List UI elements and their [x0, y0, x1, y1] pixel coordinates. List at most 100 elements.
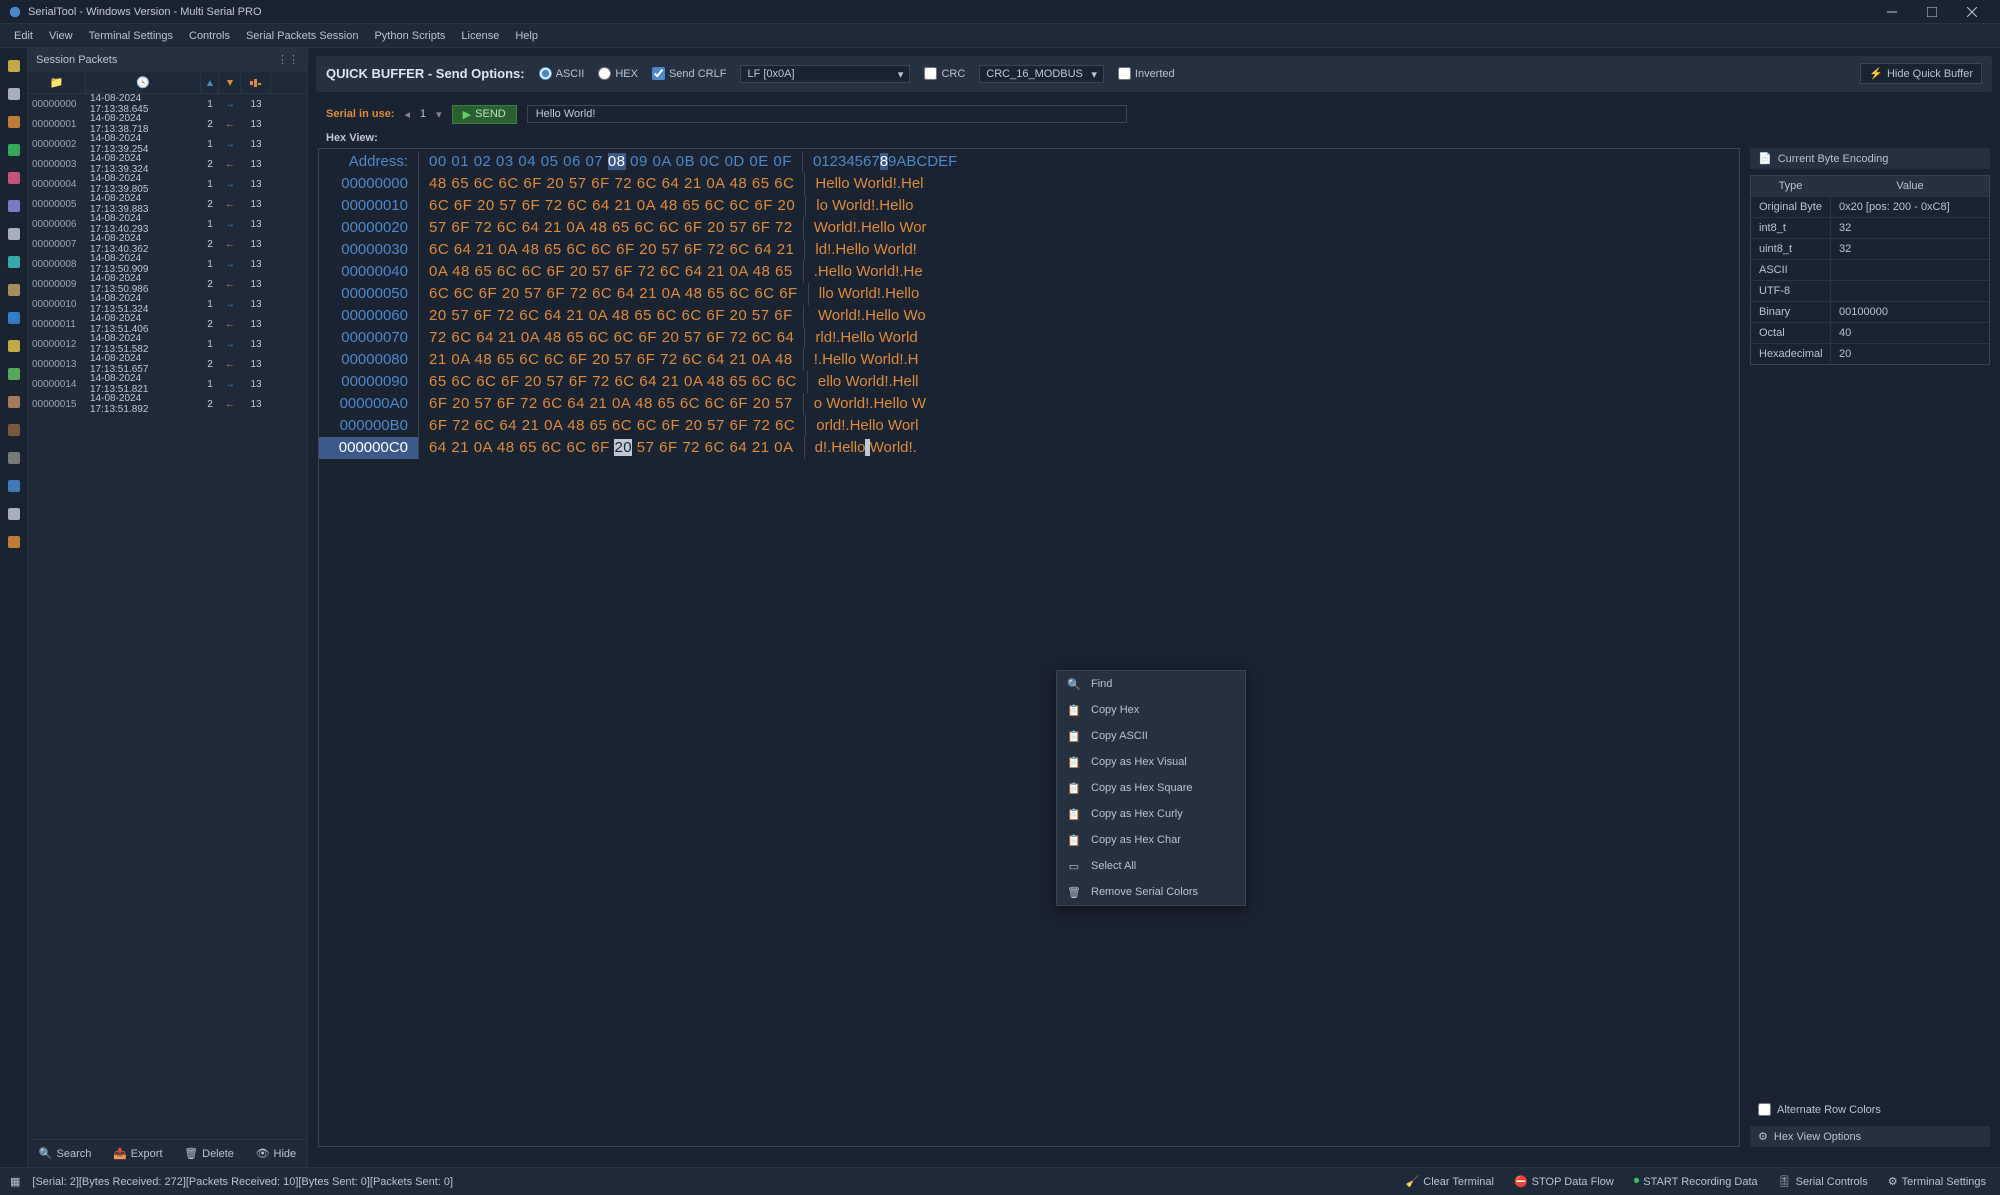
- settings-icon: ⚙: [1888, 1175, 1898, 1188]
- ctx-remove-serial-colors[interactable]: 🗑Remove Serial Colors: [1057, 879, 1245, 905]
- stop-dataflow-button[interactable]: ⛔STOP Data Flow: [1510, 1173, 1618, 1190]
- ctx-copy-hex[interactable]: 📋Copy Hex: [1057, 697, 1245, 723]
- stop-icon: ⛔: [1514, 1175, 1528, 1188]
- ctx-icon: ▭: [1067, 859, 1081, 873]
- crc-checkbox[interactable]: CRC: [924, 67, 965, 80]
- menu-serial-packets-session[interactable]: Serial Packets Session: [238, 24, 367, 47]
- start-recording-button[interactable]: ⏺START Recording Data: [1630, 1173, 1762, 1190]
- hex-radio[interactable]: HEX: [598, 67, 638, 80]
- send-button[interactable]: ▶SEND: [452, 105, 517, 124]
- search-button[interactable]: 🔍Search: [33, 1145, 98, 1162]
- toolbar-button-14[interactable]: [2, 446, 26, 470]
- hide-quickbuf-button[interactable]: ⚡Hide Quick Buffer: [1860, 63, 1982, 84]
- toolbar-button-7[interactable]: [2, 250, 26, 274]
- toolbar-button-12[interactable]: [2, 390, 26, 414]
- clear-terminal-button[interactable]: 🧹Clear Terminal: [1402, 1173, 1498, 1190]
- toolbar-button-15[interactable]: [2, 474, 26, 498]
- grid-icon[interactable]: ▦: [10, 1175, 20, 1188]
- enc-col-type: Type: [1751, 176, 1831, 196]
- lineend-select[interactable]: LF [0x0A]: [740, 65, 910, 83]
- hide-button[interactable]: 👁Hide: [250, 1145, 303, 1162]
- terminal-settings-button[interactable]: ⚙Terminal Settings: [1884, 1173, 1990, 1190]
- ctx-icon: 🔍: [1067, 677, 1081, 691]
- port-dropdown-icon[interactable]: ▾: [436, 108, 442, 121]
- session-row[interactable]: 0000001514-08-2024 17:13:51.8922←13: [28, 394, 307, 414]
- session-row[interactable]: 0000001214-08-2024 17:13:51.5821→13: [28, 334, 307, 354]
- delete-button[interactable]: 🗑Delete: [178, 1145, 240, 1162]
- toolbar-button-11[interactable]: [2, 362, 26, 386]
- toolbar-button-13[interactable]: [2, 418, 26, 442]
- toolbar-button-17[interactable]: [2, 530, 26, 554]
- toolbar-button-0[interactable]: [2, 54, 26, 78]
- session-row[interactable]: 0000000314-08-2024 17:13:39.3242←13: [28, 154, 307, 174]
- session-rows[interactable]: 0000000014-08-2024 17:13:38.6451→1300000…: [28, 94, 307, 1139]
- toolbar-button-16[interactable]: [2, 502, 26, 526]
- ctx-icon: 📋: [1067, 703, 1081, 717]
- close-button[interactable]: [1952, 0, 1992, 24]
- crc-select[interactable]: CRC_16_MODBUS: [979, 65, 1104, 83]
- panel-options-icon[interactable]: ⋮⋮: [277, 53, 299, 66]
- toolbar-button-4[interactable]: [2, 166, 26, 190]
- session-row[interactable]: 0000001014-08-2024 17:13:51.3241→13: [28, 294, 307, 314]
- maximize-button[interactable]: [1912, 0, 1952, 24]
- sendcrlf-checkbox[interactable]: Send CRLF: [652, 67, 726, 80]
- toolbar-button-9[interactable]: [2, 306, 26, 330]
- session-row[interactable]: 0000000114-08-2024 17:13:38.7182←13: [28, 114, 307, 134]
- ctx-copy-as-hex-visual[interactable]: 📋Copy as Hex Visual: [1057, 749, 1245, 775]
- session-row[interactable]: 0000000814-08-2024 17:13:50.9091→13: [28, 254, 307, 274]
- col-clock-icon[interactable]: 🕓: [86, 72, 201, 93]
- menubar: EditViewTerminal SettingsControlsSerial …: [0, 24, 2000, 48]
- session-row[interactable]: 0000000914-08-2024 17:13:50.9862←13: [28, 274, 307, 294]
- menu-terminal-settings[interactable]: Terminal Settings: [81, 24, 181, 47]
- session-row[interactable]: 0000001314-08-2024 17:13:51.6572←13: [28, 354, 307, 374]
- col-folder-icon[interactable]: 📁: [28, 72, 86, 93]
- port-prev-icon[interactable]: ◂: [404, 108, 410, 121]
- col-sort3-icon[interactable]: [241, 72, 271, 93]
- session-column-headers: 📁 🕓: [28, 72, 307, 94]
- ctx-icon: 📋: [1067, 729, 1081, 743]
- session-row[interactable]: 0000000714-08-2024 17:13:40.3622←13: [28, 234, 307, 254]
- menu-python-scripts[interactable]: Python Scripts: [366, 24, 453, 47]
- toolbar-button-3[interactable]: [2, 138, 26, 162]
- session-footer: 🔍Search 📤Export 🗑Delete 👁Hide: [28, 1139, 307, 1167]
- menu-license[interactable]: License: [453, 24, 507, 47]
- ctx-copy-as-hex-curly[interactable]: 📋Copy as Hex Curly: [1057, 801, 1245, 827]
- session-row[interactable]: 0000000214-08-2024 17:13:39.2541→13: [28, 134, 307, 154]
- toolbar-button-5[interactable]: [2, 194, 26, 218]
- menu-view[interactable]: View: [41, 24, 81, 47]
- toolbar-button-2[interactable]: [2, 110, 26, 134]
- ctx-find[interactable]: 🔍Find: [1057, 671, 1245, 697]
- session-row[interactable]: 0000001414-08-2024 17:13:51.8211→13: [28, 374, 307, 394]
- encoding-header: 📄 Current Byte Encoding: [1750, 148, 1990, 169]
- inverted-checkbox[interactable]: Inverted: [1118, 67, 1175, 80]
- minimize-button[interactable]: [1872, 0, 1912, 24]
- ctx-select-all[interactable]: ▭Select All: [1057, 853, 1245, 879]
- export-button[interactable]: 📤Export: [107, 1145, 169, 1162]
- menu-help[interactable]: Help: [507, 24, 546, 47]
- session-row[interactable]: 0000000414-08-2024 17:13:39.8051→13: [28, 174, 307, 194]
- ctx-copy-as-hex-char[interactable]: 📋Copy as Hex Char: [1057, 827, 1245, 853]
- session-row[interactable]: 0000000514-08-2024 17:13:39.8832←13: [28, 194, 307, 214]
- session-row[interactable]: 0000000614-08-2024 17:13:40.2931→13: [28, 214, 307, 234]
- serial-in-use-label: Serial in use:: [326, 108, 394, 120]
- toolbar-button-6[interactable]: [2, 222, 26, 246]
- toolbar-button-1[interactable]: [2, 82, 26, 106]
- ascii-radio[interactable]: ASCII: [539, 67, 585, 80]
- hexview-options-button[interactable]: ⚙ Hex View Options: [1750, 1126, 1990, 1147]
- ctx-copy-ascii[interactable]: 📋Copy ASCII: [1057, 723, 1245, 749]
- hex-view[interactable]: Address:00 01 02 03 04 05 06 07 08 09 0A…: [318, 148, 1740, 1147]
- session-row[interactable]: 0000000014-08-2024 17:13:38.6451→13: [28, 94, 307, 114]
- col-sort1-icon[interactable]: [201, 72, 219, 93]
- menu-controls[interactable]: Controls: [181, 24, 238, 47]
- statusbar: ▦ [Serial: 2][Bytes Received: 272][Packe…: [0, 1167, 2000, 1195]
- toolbar-button-10[interactable]: [2, 334, 26, 358]
- col-sort2-icon[interactable]: [219, 72, 241, 93]
- ctx-copy-as-hex-square[interactable]: 📋Copy as Hex Square: [1057, 775, 1245, 801]
- toolbar-button-8[interactable]: [2, 278, 26, 302]
- serial-bar: Serial in use: ◂ 1 ▾ ▶SEND Hello World!: [308, 100, 2000, 128]
- serial-controls-button[interactable]: 🎚Serial Controls: [1774, 1173, 1872, 1190]
- session-row[interactable]: 0000001114-08-2024 17:13:51.4062←13: [28, 314, 307, 334]
- menu-edit[interactable]: Edit: [6, 24, 41, 47]
- send-input[interactable]: Hello World!: [527, 105, 1127, 123]
- alternate-colors-checkbox[interactable]: Alternate Row Colors: [1750, 1099, 1990, 1120]
